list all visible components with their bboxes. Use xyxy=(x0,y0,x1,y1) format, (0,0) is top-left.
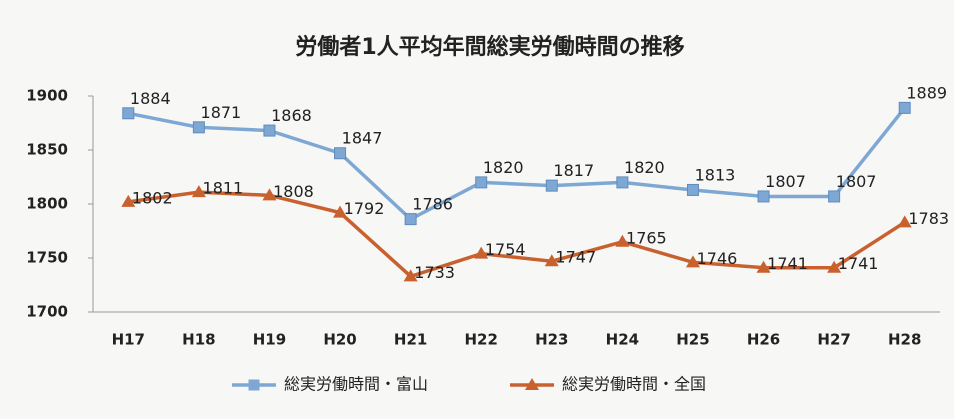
series-line xyxy=(128,190,906,279)
y-tick-label: 1900 xyxy=(26,87,68,105)
x-tick-label: H26 xyxy=(747,331,780,349)
data-label: 1802 xyxy=(132,188,173,207)
marker xyxy=(685,255,700,268)
marker xyxy=(616,176,629,189)
x-tick-label: H28 xyxy=(888,331,921,349)
marker xyxy=(828,190,841,203)
data-label: 1817 xyxy=(553,161,594,180)
marker xyxy=(757,190,770,203)
x-tick-label: H27 xyxy=(817,331,850,349)
marker xyxy=(756,260,771,273)
data-label: 1808 xyxy=(273,182,314,201)
marker xyxy=(545,179,558,192)
data-label: 1765 xyxy=(626,228,667,247)
x-tick-label: H24 xyxy=(606,331,639,349)
marker xyxy=(122,107,135,120)
x-tick-label: H25 xyxy=(676,331,709,349)
legend-label: 総実労働時間・全国 xyxy=(562,375,706,394)
marker xyxy=(686,183,699,196)
data-label: 1747 xyxy=(555,248,596,267)
legend-marker xyxy=(248,379,260,391)
x-tick-label: H17 xyxy=(112,331,145,349)
data-label: 1741 xyxy=(838,254,879,273)
data-label: 1847 xyxy=(342,129,383,148)
marker xyxy=(897,215,912,228)
data-label: 1754 xyxy=(485,240,526,259)
y-tick-label: 1800 xyxy=(26,195,68,213)
marker xyxy=(192,121,205,134)
chart-title: 労働者1人平均年間総実労働時間の推移 xyxy=(295,34,684,60)
series-line xyxy=(127,106,907,222)
x-tick-label: H18 xyxy=(182,331,215,349)
data-label: 1813 xyxy=(695,165,736,184)
data-label: 1746 xyxy=(697,249,738,268)
x-tick-label: H22 xyxy=(464,331,497,349)
marker xyxy=(333,205,348,218)
data-label: 1807 xyxy=(765,172,806,191)
data-label: 1820 xyxy=(624,158,665,177)
y-tick-label: 1850 xyxy=(26,141,68,159)
data-label: 1733 xyxy=(414,263,455,282)
data-label: 1884 xyxy=(130,89,171,108)
marker xyxy=(121,194,136,207)
legend-label: 総実労働時間・富山 xyxy=(284,375,428,394)
y-tick-label: 1700 xyxy=(26,303,68,321)
x-tick-label: H23 xyxy=(535,331,568,349)
marker xyxy=(263,124,276,137)
data-label: 1871 xyxy=(201,103,242,122)
marker xyxy=(403,269,418,282)
legend-marker xyxy=(525,378,539,390)
marker xyxy=(898,101,911,114)
data-label: 1807 xyxy=(836,172,877,191)
marker xyxy=(262,188,277,201)
marker xyxy=(615,234,630,247)
marker xyxy=(474,246,489,259)
data-label: 1820 xyxy=(483,158,524,177)
data-label: 1786 xyxy=(412,195,453,214)
marker xyxy=(827,260,842,273)
data-label: 1868 xyxy=(271,106,312,125)
data-label: 1889 xyxy=(906,83,947,102)
x-tick-label: H19 xyxy=(253,331,286,349)
marker xyxy=(404,213,417,226)
data-label: 1783 xyxy=(908,209,949,228)
x-tick-label: H21 xyxy=(394,331,427,349)
marker xyxy=(334,147,347,160)
data-label: 1741 xyxy=(767,254,808,273)
y-tick-label: 1750 xyxy=(26,249,68,267)
data-label: 1792 xyxy=(344,199,385,218)
marker xyxy=(191,185,206,198)
x-tick-label: H20 xyxy=(323,331,356,349)
marker xyxy=(475,176,488,189)
marker xyxy=(544,254,559,267)
data-label: 1811 xyxy=(203,179,244,198)
